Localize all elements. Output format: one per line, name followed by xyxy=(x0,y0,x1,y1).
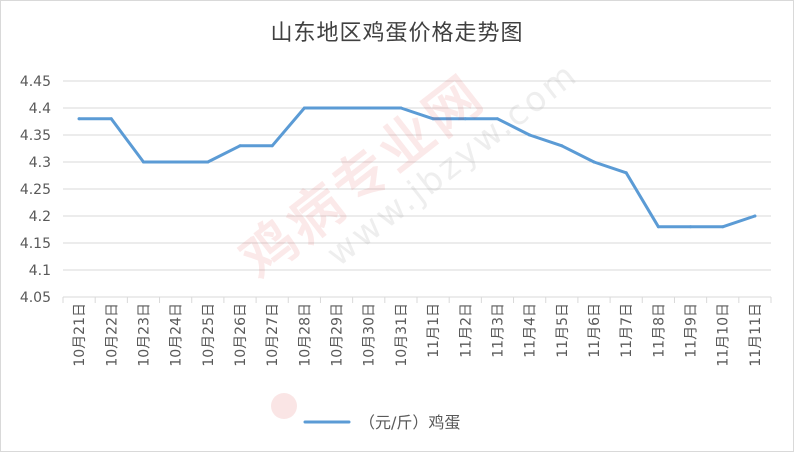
x-tick-label: 11月7日 xyxy=(619,303,635,358)
data-point xyxy=(431,117,435,121)
x-tick-label: 10月30日 xyxy=(362,303,378,367)
data-point xyxy=(335,106,339,110)
y-tick-label: 4.35 xyxy=(20,128,51,144)
data-point xyxy=(109,117,113,121)
x-tick-label: 11月3日 xyxy=(490,303,506,358)
x-tick-label: 11月9日 xyxy=(684,303,700,358)
x-tick-label: 11月5日 xyxy=(555,303,571,358)
x-tick-label: 11月11日 xyxy=(748,303,764,367)
x-tick-label: 11月1日 xyxy=(426,303,442,358)
data-point xyxy=(399,106,403,110)
data-point xyxy=(624,171,628,175)
y-tick-label: 4.3 xyxy=(29,155,51,171)
x-tick-label: 11月8日 xyxy=(651,303,667,358)
x-tick-label: 11月4日 xyxy=(523,303,539,358)
data-point xyxy=(560,144,564,148)
data-point xyxy=(238,144,242,148)
y-tick-label: 4.25 xyxy=(20,182,51,198)
data-point xyxy=(753,214,757,218)
x-tick-label: 10月27日 xyxy=(265,303,281,367)
data-point xyxy=(463,117,467,121)
data-point xyxy=(528,133,532,137)
data-point xyxy=(367,106,371,110)
x-tick-label: 10月31日 xyxy=(394,303,410,367)
y-tick-label: 4.05 xyxy=(20,290,51,306)
data-point xyxy=(174,160,178,164)
y-tick-label: 4.4 xyxy=(29,101,51,117)
x-tick-label: 10月22日 xyxy=(104,303,120,367)
watermark-logo xyxy=(271,393,297,419)
data-point xyxy=(721,225,725,229)
data-point xyxy=(141,160,145,164)
x-tick-label: 10月21日 xyxy=(72,303,88,367)
data-point xyxy=(206,160,210,164)
legend-label: （元/斤）鸡蛋 xyxy=(359,413,460,432)
data-point xyxy=(656,225,660,229)
y-tick-label: 4.15 xyxy=(20,236,51,252)
chart-title: 山东地区鸡蛋价格走势图 xyxy=(270,21,524,46)
x-tick-label: 10月26日 xyxy=(233,303,249,367)
data-point xyxy=(302,106,306,110)
y-tick-label: 4.1 xyxy=(29,263,51,279)
data-point xyxy=(77,117,81,121)
x-tick-label: 10月24日 xyxy=(169,303,185,367)
series-line xyxy=(77,106,757,229)
data-point xyxy=(270,144,274,148)
x-tick-label: 11月10日 xyxy=(716,303,732,367)
y-tick-label: 4.2 xyxy=(29,209,51,225)
data-point xyxy=(495,117,499,121)
x-tick-label: 10月28日 xyxy=(297,303,313,367)
data-point xyxy=(592,160,596,164)
x-tick-label: 10月29日 xyxy=(330,303,346,367)
x-tick-label: 10月25日 xyxy=(201,303,217,367)
data-point xyxy=(689,225,693,229)
x-tick-label: 10月23日 xyxy=(136,303,152,367)
x-tick-label: 11月2日 xyxy=(458,303,474,358)
y-tick-label: 4.45 xyxy=(20,74,51,90)
x-tick-label: 11月6日 xyxy=(587,303,603,358)
